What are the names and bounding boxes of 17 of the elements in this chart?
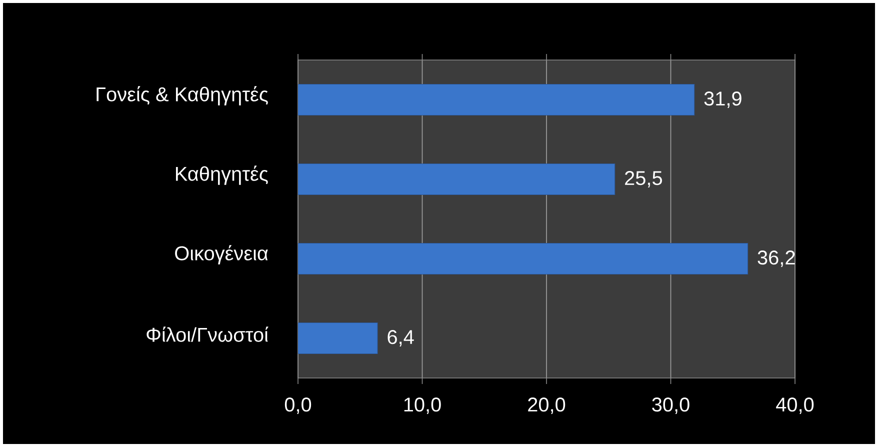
data-label: 31,9 (704, 92, 742, 108)
bar (298, 322, 378, 354)
bar (298, 242, 748, 275)
x-tick-label: 0,0 (284, 398, 312, 414)
y-tick-label: Γονείς & Καθηγητές (96, 86, 268, 106)
y-tick-label: Φίλοι/Γνωστοί (146, 326, 268, 342)
x-tick-label: 10,0 (404, 398, 441, 414)
data-label: 36,2 (758, 250, 795, 267)
data-label: 6,4 (388, 330, 414, 346)
bar (298, 163, 616, 196)
bar (298, 84, 695, 116)
x-tick-label: 40,0 (776, 398, 814, 414)
y-tick-label: Οικογένεια (175, 245, 268, 264)
x-tick-label: 30,0 (652, 398, 690, 414)
y-tick-label: Καθηγητές (176, 166, 268, 185)
x-tick-label: 20,0 (528, 398, 566, 414)
data-label: 25,5 (625, 171, 662, 188)
